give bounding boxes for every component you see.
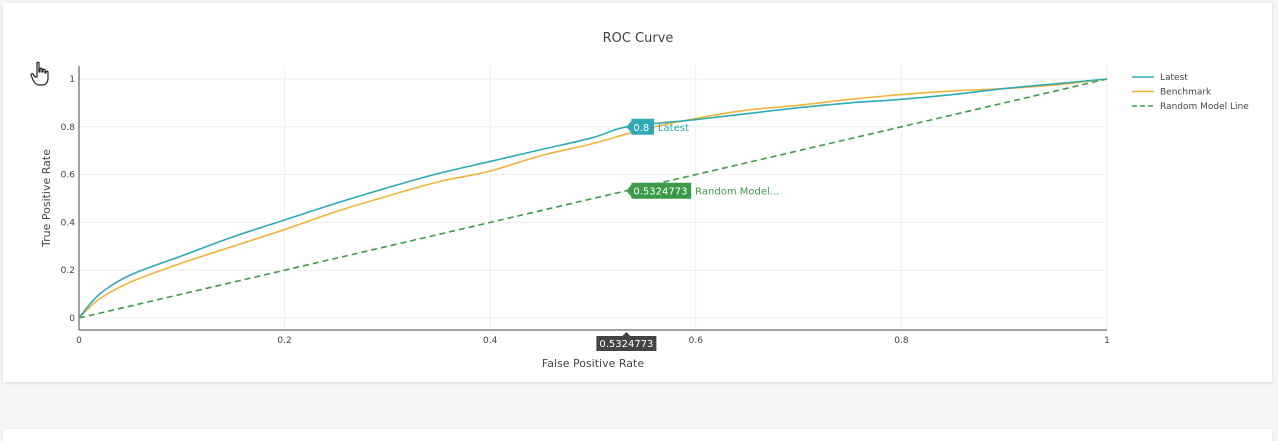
hover-label-random-model-line: 0.5324773 Random Model... bbox=[626, 183, 779, 199]
y-axis-label: True Positive Rate bbox=[40, 149, 53, 248]
x-tick-label: 0 bbox=[76, 336, 82, 346]
x-tick-label: 1 bbox=[1104, 336, 1110, 346]
series-line-latest[interactable] bbox=[79, 79, 1107, 318]
x-tick-label: 0.8 bbox=[894, 336, 909, 346]
y-tick-label: 1 bbox=[69, 75, 75, 85]
series-line-random-model-line[interactable] bbox=[79, 79, 1107, 318]
legend-label: Benchmark bbox=[1160, 88, 1212, 98]
y-tick-label: 0.4 bbox=[61, 218, 76, 228]
grid bbox=[79, 66, 1107, 330]
y-tick-label: 0 bbox=[69, 314, 75, 324]
hover-label-value: 0.5324773 bbox=[633, 187, 687, 198]
legend-item-latest[interactable]: Latest bbox=[1132, 73, 1188, 83]
x-tick-label: 0.6 bbox=[689, 336, 704, 346]
series-line-benchmark[interactable] bbox=[79, 79, 1107, 318]
hand-pointer-icon bbox=[30, 61, 50, 87]
legend-item-random-model-line[interactable]: Random Model Line bbox=[1132, 102, 1249, 112]
y-tick-label: 0.6 bbox=[61, 171, 76, 181]
x-tick-label: 0.4 bbox=[483, 336, 498, 346]
legend[interactable]: Latest Benchmark Random Model Line bbox=[1132, 73, 1249, 112]
legend-label: Random Model Line bbox=[1160, 102, 1249, 112]
x-tick-label: 0.2 bbox=[277, 336, 291, 346]
legend-item-benchmark[interactable]: Benchmark bbox=[1132, 88, 1212, 98]
axes: 0 0.2 0.4 0.6 0.8 1 0 0.2 0.4 0.6 0.8 1 bbox=[61, 66, 1110, 346]
y-tick-label: 0.2 bbox=[61, 266, 75, 276]
chart-title: ROC Curve bbox=[603, 31, 674, 46]
y-tick-label: 0.8 bbox=[61, 123, 76, 133]
hover-label-name: Random Model... bbox=[695, 187, 779, 198]
hover-label-value: 0.8 bbox=[633, 123, 649, 134]
x-axis-hover-label: 0.5324773 bbox=[596, 332, 656, 351]
series-group bbox=[79, 79, 1107, 318]
hover-label-name: Latest bbox=[658, 123, 689, 134]
x-axis-label: False Positive Rate bbox=[542, 357, 644, 370]
legend-label: Latest bbox=[1160, 73, 1188, 83]
x-axis-hover-value: 0.5324773 bbox=[599, 339, 653, 350]
